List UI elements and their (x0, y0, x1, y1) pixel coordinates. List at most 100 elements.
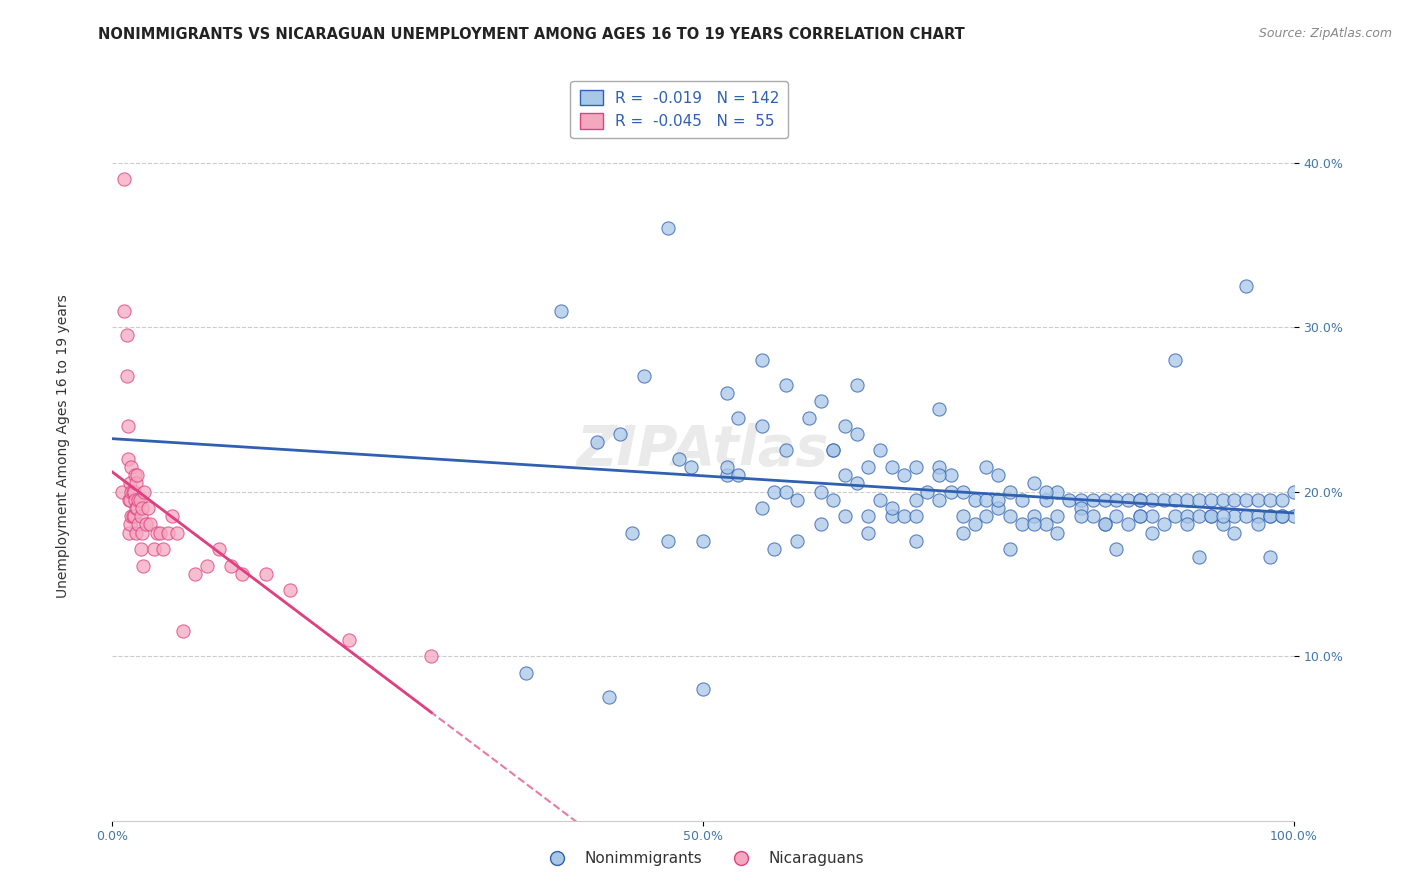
Point (858, 459, 880, 474)
Point (880, 509, 903, 524)
Point (976, 509, 998, 524)
Point (1282, 509, 1305, 524)
Point (810, 394, 832, 409)
Point (880, 501, 903, 516)
Point (121, 484, 143, 499)
Point (515, 665, 537, 680)
Point (1271, 509, 1294, 524)
Point (681, 459, 703, 474)
Point (1129, 509, 1152, 524)
Point (716, 459, 738, 474)
Point (987, 501, 1010, 516)
Point (775, 377, 797, 392)
Point (810, 517, 832, 532)
Point (893, 509, 915, 524)
Point (122, 484, 145, 499)
Point (1175, 509, 1198, 524)
Point (1140, 492, 1163, 507)
Point (1105, 542, 1128, 557)
Point (609, 427, 631, 442)
Point (115, 369, 138, 384)
Point (125, 501, 148, 516)
Point (904, 459, 927, 474)
Point (786, 533, 808, 548)
Point (810, 484, 832, 499)
Point (1094, 517, 1116, 532)
Point (1212, 492, 1234, 507)
Point (127, 501, 149, 516)
Point (976, 492, 998, 507)
Text: NONIMMIGRANTS VS NICARAGUAN UNEMPLOYMENT AMONG AGES 16 TO 19 YEARS CORRELATION C: NONIMMIGRANTS VS NICARAGUAN UNEMPLOYMENT… (98, 27, 965, 42)
Point (692, 681, 714, 696)
Point (939, 484, 962, 499)
Point (337, 632, 360, 647)
Point (716, 385, 738, 400)
Point (668, 451, 690, 466)
Point (1271, 509, 1294, 524)
Point (1188, 550, 1211, 565)
Point (1070, 509, 1092, 524)
Point (1153, 492, 1175, 507)
Point (1022, 509, 1045, 524)
Point (775, 484, 797, 499)
Point (1116, 492, 1139, 507)
Point (120, 484, 142, 499)
Point (117, 451, 139, 466)
Point (928, 468, 950, 483)
Point (125, 476, 148, 491)
Point (184, 566, 207, 581)
Point (987, 492, 1010, 507)
Point (998, 509, 1021, 524)
Point (893, 468, 915, 483)
Point (278, 583, 301, 598)
Point (633, 369, 655, 384)
Point (146, 525, 169, 540)
Point (1116, 517, 1139, 532)
Point (120, 476, 142, 491)
Point (1129, 492, 1152, 507)
Point (1223, 492, 1246, 507)
Point (1164, 509, 1187, 524)
Point (928, 492, 950, 507)
Point (1223, 525, 1246, 540)
Point (129, 542, 152, 557)
Point (1258, 509, 1281, 524)
Point (1035, 517, 1057, 532)
Point (751, 353, 773, 368)
Point (231, 566, 253, 581)
Point (858, 509, 880, 524)
Point (131, 525, 153, 540)
Point (1153, 517, 1175, 532)
Point (621, 525, 644, 540)
Point (727, 410, 749, 425)
Point (834, 418, 856, 433)
Point (1258, 550, 1281, 565)
Point (112, 172, 135, 186)
Point (160, 509, 183, 524)
Point (1175, 517, 1198, 532)
Point (751, 418, 773, 433)
Point (821, 492, 844, 507)
Point (775, 443, 797, 458)
Point (1212, 517, 1234, 532)
Point (117, 418, 139, 433)
Point (172, 624, 194, 639)
Point (1199, 509, 1222, 524)
Point (1247, 517, 1270, 532)
Point (917, 484, 939, 499)
Point (716, 468, 738, 483)
Point (952, 484, 974, 499)
Point (115, 328, 138, 343)
Point (195, 558, 218, 573)
Point (928, 402, 950, 417)
Point (976, 459, 998, 474)
Point (208, 542, 231, 557)
Point (1046, 525, 1069, 540)
Point (952, 525, 974, 540)
Point (692, 533, 714, 548)
Point (139, 517, 162, 532)
Point (858, 525, 880, 540)
Point (1022, 517, 1045, 532)
Point (1081, 509, 1104, 524)
Point (134, 484, 156, 499)
